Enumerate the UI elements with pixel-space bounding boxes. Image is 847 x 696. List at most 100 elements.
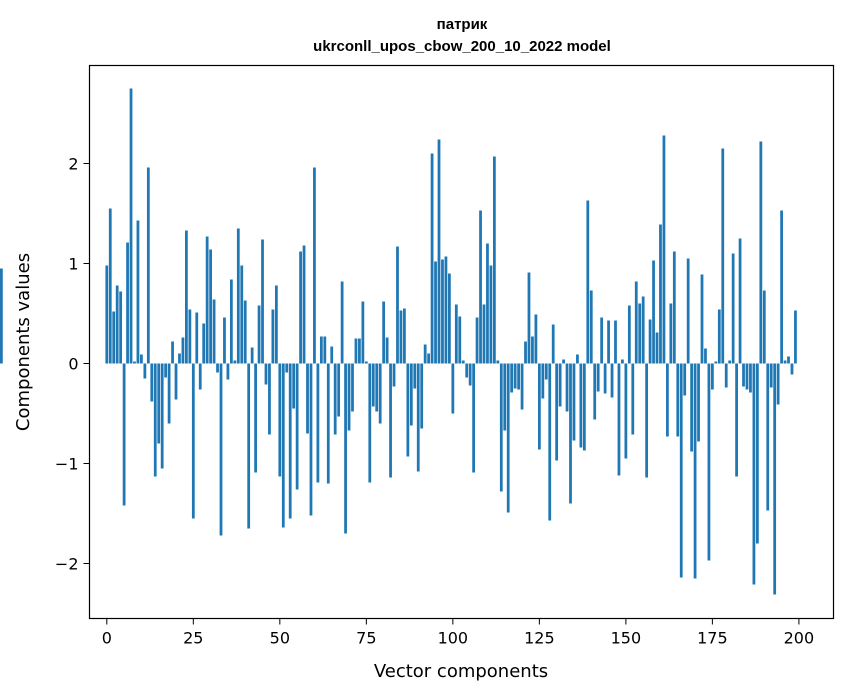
bar-85: [399, 310, 403, 364]
bar-113: [496, 360, 500, 364]
bar-118: [513, 363, 517, 389]
x-tick-label-25: 25: [183, 629, 203, 648]
bar-115: [503, 363, 507, 431]
bar-59: [309, 363, 313, 516]
bar-139: [586, 200, 590, 364]
bar-66: [333, 363, 337, 435]
bar-4: [119, 291, 123, 364]
bar-65: [330, 346, 334, 364]
bar-90: [416, 363, 420, 472]
x-axis: 0 25 50 75 100 125 150 175 200: [102, 618, 815, 648]
bar-109: [482, 304, 486, 364]
bar-92: [423, 344, 427, 364]
bar-20: [174, 363, 178, 400]
bar-136: [576, 354, 579, 364]
bar-0: [105, 265, 109, 364]
bar-187: [752, 363, 756, 585]
bar-51: [281, 363, 285, 528]
bar-19: [171, 341, 174, 364]
bar-158: [652, 260, 655, 364]
x-axis-label: Vector components: [374, 661, 548, 682]
bar-103: [461, 360, 465, 364]
x-tick-label-50: 50: [270, 629, 290, 648]
bar-199: [794, 310, 797, 364]
bar-13: [150, 363, 154, 402]
bar-192: [769, 363, 773, 388]
bar-117: [510, 363, 514, 393]
bar-78: [375, 363, 379, 412]
bar-26: [195, 312, 199, 364]
bar-191: [766, 363, 770, 511]
bar-132: [562, 359, 565, 364]
bar-50: [278, 363, 282, 477]
plot-frame: [88, 64, 835, 620]
bar-34: [223, 317, 226, 364]
bar-44: [257, 305, 261, 364]
bar-57: [302, 245, 306, 364]
x-tick-label-200: 200: [784, 629, 815, 648]
bar-46: [264, 363, 268, 385]
bar-153: [634, 281, 638, 364]
bar-100: [451, 363, 455, 414]
chart-title: патрик: [437, 16, 488, 33]
bar-129: [551, 324, 555, 364]
bar-35: [226, 363, 230, 380]
bar-48: [271, 309, 275, 364]
bar-6: [126, 242, 129, 364]
bar-7: [129, 88, 133, 364]
bar-137: [579, 363, 583, 448]
bar-106: [472, 363, 475, 473]
bar-125: [537, 363, 541, 450]
bar-142: [596, 363, 600, 392]
bar-135: [572, 363, 576, 441]
bar-18: [167, 363, 171, 424]
bar-97: [441, 259, 444, 364]
bar-27: [198, 363, 202, 390]
bar-152: [631, 363, 635, 435]
bar-12: [146, 167, 150, 364]
bar-130: [555, 363, 559, 461]
bar-120: [520, 363, 524, 410]
bar-14: [153, 363, 157, 477]
bar-133: [565, 363, 569, 412]
bar-64: [326, 363, 330, 484]
bar-37: [233, 360, 237, 364]
bar-69: [344, 363, 347, 534]
bar-141: [593, 363, 597, 420]
bar-175: [711, 363, 714, 390]
chart-subtitle: ukrconll_upos_cbow_200_10_2022 model: [313, 38, 611, 55]
bar-112: [492, 156, 496, 364]
bar-62: [319, 336, 323, 364]
bar-159: [655, 332, 659, 364]
bar-53: [288, 363, 292, 519]
x-tick-label-150: 150: [611, 629, 642, 648]
bar-128: [548, 363, 552, 521]
bar-123: [531, 336, 534, 364]
bar-39: [240, 265, 244, 364]
bar-164: [672, 251, 676, 364]
bar-2: [112, 311, 116, 364]
bar-156: [645, 363, 649, 478]
bar-179: [724, 363, 728, 388]
bar-24: [188, 309, 192, 364]
bar-94: [430, 153, 434, 364]
bar-96: [437, 139, 441, 364]
bar-49: [274, 285, 278, 364]
bar-38: [236, 228, 240, 364]
bar-186: [749, 363, 752, 393]
bar-80: [382, 301, 386, 364]
bar-189: [759, 141, 763, 364]
x-tick-label-125: 125: [524, 629, 555, 648]
bar-42: [250, 347, 254, 364]
bar-31: [212, 299, 216, 364]
bar-178: [721, 148, 725, 364]
bar-86: [403, 308, 406, 364]
bar-76: [368, 363, 372, 483]
bar-63: [323, 336, 327, 364]
bar-116: [506, 363, 510, 513]
bar-54: [292, 363, 296, 409]
bar-41: [247, 363, 251, 529]
bar-17: [164, 363, 168, 378]
bar-126: [541, 363, 545, 399]
bar-11: [143, 363, 147, 379]
